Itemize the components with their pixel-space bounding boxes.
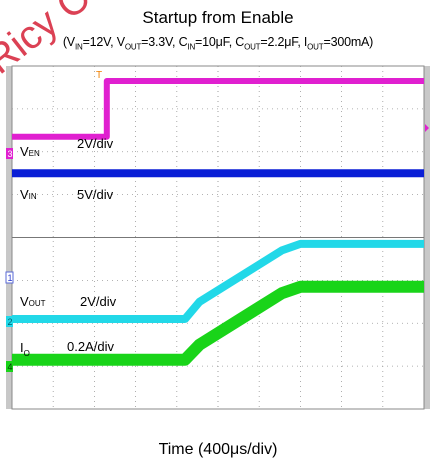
vin-scale: 5V/div (77, 187, 114, 202)
scope-traces (12, 78, 424, 366)
subtitle-cout: 2.2μF (267, 35, 298, 49)
marker-ch3: 3 (6, 148, 13, 159)
ven-label: VEN (20, 144, 40, 159)
svg-text:1: 1 (8, 273, 13, 283)
subtitle-vin: 12V (89, 35, 111, 49)
scope-right-bar (424, 66, 430, 409)
ven-scale: 2V/div (77, 136, 114, 151)
chart-subtitle: (VIN=12V, VOUT=3.3V, CIN=10μF, COUT=2.2μ… (62, 35, 374, 52)
vout-label: VOUT (20, 294, 46, 309)
subtitle-iout: 300mA (330, 35, 370, 49)
marker-ch4: 4 (6, 361, 13, 372)
io-trace (12, 280, 424, 366)
scope-grid (11, 65, 425, 410)
marker-ch1: 1 (5, 271, 14, 284)
vin-label: VIN (20, 187, 37, 202)
marker-ch2: 2 (6, 316, 13, 327)
svg-text:3: 3 (8, 149, 13, 159)
svg-text:4: 4 (8, 362, 13, 372)
svg-text:T: T (96, 70, 102, 81)
trigger-marker: T (96, 70, 102, 81)
chart-title: Startup from Enable (142, 8, 294, 27)
trigger-level-arrow (425, 124, 429, 132)
vout-trace (12, 239, 424, 323)
subtitle-cin: 10μF (202, 35, 229, 49)
svg-text:2: 2 (8, 317, 13, 327)
io-scale: 0.2A/div (67, 339, 114, 354)
scope-left-bar (6, 66, 12, 409)
subtitle-vout: 3.3V (148, 35, 173, 49)
x-axis-label: Time (400μs/div) (158, 441, 278, 458)
ven-trace (12, 78, 424, 140)
io-label: IO (20, 340, 30, 358)
vout-scale: 2V/div (80, 294, 117, 309)
